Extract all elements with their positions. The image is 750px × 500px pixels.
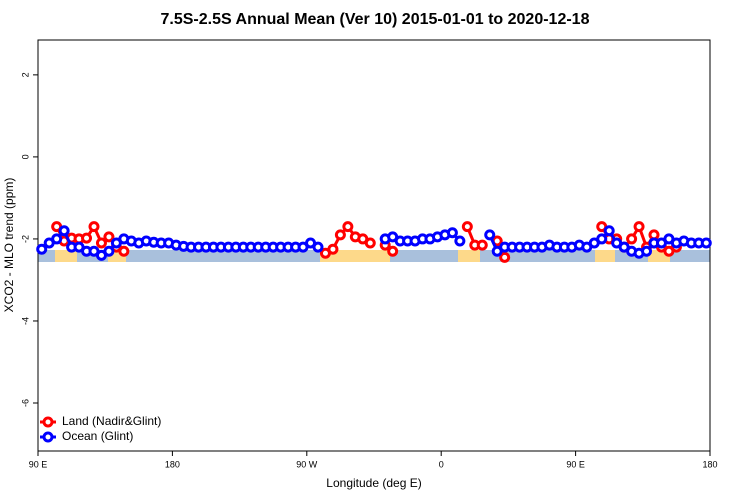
point bbox=[88, 221, 100, 233]
x-tick-label: 180 bbox=[165, 459, 180, 469]
point bbox=[36, 243, 48, 255]
land-strip bbox=[55, 250, 77, 262]
point bbox=[334, 229, 346, 241]
x-tick-label: 90 E bbox=[566, 459, 585, 469]
y-tick-label: 2 bbox=[20, 72, 30, 77]
x-tick-label: 180 bbox=[702, 459, 717, 469]
point bbox=[51, 233, 63, 245]
point bbox=[603, 225, 615, 237]
point bbox=[461, 221, 473, 233]
point bbox=[312, 241, 324, 253]
point bbox=[342, 221, 354, 233]
point bbox=[58, 225, 70, 237]
legend-marker bbox=[42, 416, 54, 428]
point bbox=[103, 245, 115, 257]
legend-label: Land (Nadir&Glint) bbox=[62, 414, 161, 428]
legend-marker bbox=[42, 431, 54, 443]
y-axis-label: XCO2 - MLO trend (ppm) bbox=[2, 178, 16, 313]
x-axis-label: Longitude (deg E) bbox=[326, 476, 421, 490]
y-tick-label: -6 bbox=[20, 399, 30, 407]
land-strip bbox=[320, 250, 390, 262]
point bbox=[81, 232, 93, 244]
point bbox=[596, 233, 608, 245]
point bbox=[327, 243, 339, 255]
series bbox=[36, 225, 712, 261]
chart-title: 7.5S-2.5S Annual Mean (Ver 10) 2015-01-0… bbox=[161, 11, 590, 28]
point bbox=[118, 245, 130, 257]
point bbox=[454, 235, 466, 247]
point bbox=[95, 237, 107, 249]
point bbox=[446, 227, 458, 239]
point bbox=[476, 239, 488, 251]
point bbox=[387, 245, 399, 257]
point bbox=[626, 233, 638, 245]
y-tick-label: -4 bbox=[20, 317, 30, 325]
point bbox=[641, 245, 653, 257]
point bbox=[633, 221, 645, 233]
point bbox=[484, 229, 496, 241]
legend-label: Ocean (Glint) bbox=[62, 429, 133, 443]
point bbox=[364, 237, 376, 249]
point bbox=[499, 251, 511, 263]
y-tick-label: 0 bbox=[20, 154, 30, 159]
x-tick-label: 90 W bbox=[296, 459, 318, 469]
land-strip bbox=[458, 250, 480, 262]
y-tick-label: -2 bbox=[20, 235, 30, 243]
point bbox=[700, 237, 712, 249]
point bbox=[103, 231, 115, 243]
land-strip bbox=[595, 250, 615, 262]
x-tick-label: 0 bbox=[439, 459, 444, 469]
x-tick-label: 90 E bbox=[29, 459, 48, 469]
map-strip bbox=[38, 250, 710, 262]
